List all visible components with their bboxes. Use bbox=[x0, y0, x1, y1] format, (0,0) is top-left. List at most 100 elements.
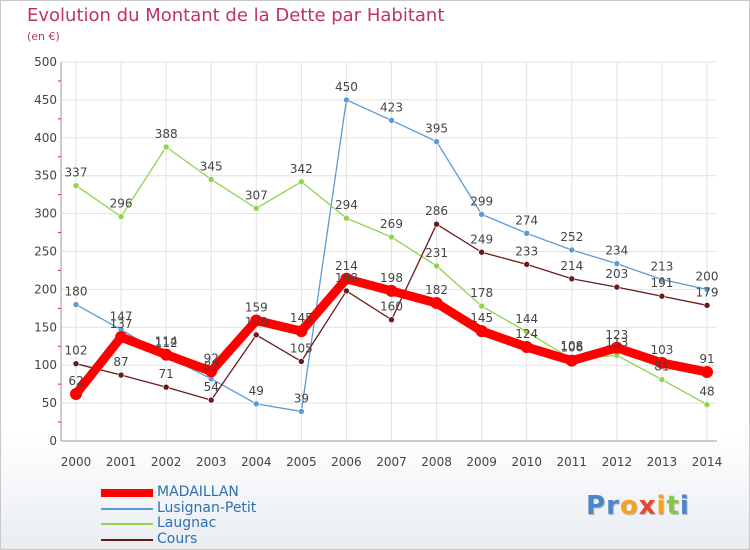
x-tick-label: 2003 bbox=[196, 455, 227, 469]
data-label: 87 bbox=[113, 355, 128, 369]
x-tick-label: 2000 bbox=[61, 455, 92, 469]
data-label: 49 bbox=[249, 384, 264, 398]
data-label: 82 bbox=[204, 359, 219, 373]
logo-letter: P bbox=[586, 491, 607, 521]
data-label: 307 bbox=[245, 188, 268, 202]
data-label: 213 bbox=[650, 260, 673, 274]
data-label: 54 bbox=[204, 380, 219, 394]
data-label: 274 bbox=[515, 213, 538, 227]
y-tick-label: 0 bbox=[49, 434, 57, 448]
data-label: 102 bbox=[65, 344, 88, 358]
x-tick-label: 2013 bbox=[647, 455, 678, 469]
data-label: 105 bbox=[290, 341, 313, 355]
data-label: 234 bbox=[605, 244, 628, 258]
data-label: 178 bbox=[470, 286, 493, 300]
data-label: 106 bbox=[560, 341, 583, 355]
data-point bbox=[72, 182, 80, 189]
data-label: 145 bbox=[290, 311, 313, 325]
data-point bbox=[385, 284, 398, 297]
data-point bbox=[70, 388, 82, 401]
data-point bbox=[703, 286, 711, 293]
data-point bbox=[117, 371, 125, 379]
data-label: 388 bbox=[155, 127, 178, 141]
legend-swatch bbox=[101, 507, 153, 510]
data-point bbox=[162, 383, 170, 391]
data-label: 91 bbox=[699, 352, 714, 366]
logo-letter: x bbox=[638, 491, 657, 521]
y-tick-label: 200 bbox=[34, 282, 57, 296]
legend-label: Cours bbox=[157, 530, 198, 547]
data-point bbox=[613, 283, 621, 291]
data-point bbox=[565, 354, 578, 367]
data-point bbox=[295, 325, 308, 338]
legend-label: MADAILLAN bbox=[157, 484, 239, 500]
legend-swatch bbox=[101, 523, 153, 525]
data-point bbox=[343, 287, 350, 295]
data-point bbox=[478, 211, 485, 218]
chart-subtitle: (en €) bbox=[27, 30, 60, 43]
data-label: 103 bbox=[650, 343, 673, 357]
data-point bbox=[298, 358, 305, 365]
x-tick-label: 2001 bbox=[106, 455, 137, 469]
data-point bbox=[610, 341, 623, 354]
data-label: 145 bbox=[470, 311, 493, 325]
data-point bbox=[72, 301, 80, 308]
data-label: 345 bbox=[200, 159, 223, 173]
y-tick-label: 450 bbox=[34, 93, 57, 107]
data-point bbox=[72, 360, 80, 367]
data-label: 160 bbox=[380, 300, 403, 314]
y-tick-label: 150 bbox=[34, 320, 57, 334]
legend-label: Lusignan-Petit bbox=[157, 499, 257, 516]
data-point bbox=[701, 366, 713, 379]
data-label: 112 bbox=[155, 336, 178, 350]
logo-letter: o bbox=[619, 491, 639, 521]
data-label: 159 bbox=[245, 300, 268, 314]
data-label: 81 bbox=[654, 360, 669, 374]
data-point bbox=[433, 220, 440, 228]
data-label: 48 bbox=[699, 385, 714, 399]
x-tick-label: 2002 bbox=[151, 455, 182, 469]
data-point bbox=[655, 356, 668, 369]
data-point bbox=[252, 400, 260, 408]
data-label: 233 bbox=[515, 244, 538, 258]
data-label: 252 bbox=[560, 230, 583, 244]
data-point bbox=[478, 302, 485, 310]
data-point bbox=[250, 314, 263, 327]
data-point bbox=[162, 143, 170, 151]
data-point bbox=[340, 272, 353, 285]
data-label: 198 bbox=[380, 271, 403, 285]
data-label: 299 bbox=[470, 194, 493, 208]
data-label: 200 bbox=[696, 269, 719, 283]
data-point bbox=[160, 348, 173, 361]
y-tick-label: 500 bbox=[34, 55, 57, 69]
data-label: 342 bbox=[290, 162, 313, 176]
data-point bbox=[252, 331, 260, 339]
logo-letter: i bbox=[656, 491, 667, 521]
data-label: 337 bbox=[65, 166, 88, 180]
data-point bbox=[388, 233, 395, 241]
data-label: 450 bbox=[335, 80, 358, 94]
data-point bbox=[433, 138, 440, 145]
data-point bbox=[343, 214, 350, 222]
x-tick-label: 2005 bbox=[286, 455, 317, 469]
data-point bbox=[388, 316, 395, 324]
data-label: 62 bbox=[68, 374, 83, 388]
data-point bbox=[207, 396, 215, 404]
data-point bbox=[343, 96, 350, 104]
data-point bbox=[207, 176, 215, 183]
data-point bbox=[298, 408, 305, 415]
y-tick-label: 400 bbox=[34, 131, 57, 145]
data-label: 147 bbox=[110, 310, 133, 324]
data-label: 296 bbox=[110, 197, 133, 211]
series-cours bbox=[72, 220, 711, 404]
data-label: 198 bbox=[335, 271, 358, 285]
data-label: 286 bbox=[425, 204, 448, 218]
data-point bbox=[613, 260, 621, 267]
data-point bbox=[658, 276, 666, 283]
data-label: 71 bbox=[159, 367, 174, 381]
data-label: 144 bbox=[515, 312, 538, 326]
data-point bbox=[430, 297, 443, 310]
x-tick-label: 2004 bbox=[241, 455, 272, 469]
